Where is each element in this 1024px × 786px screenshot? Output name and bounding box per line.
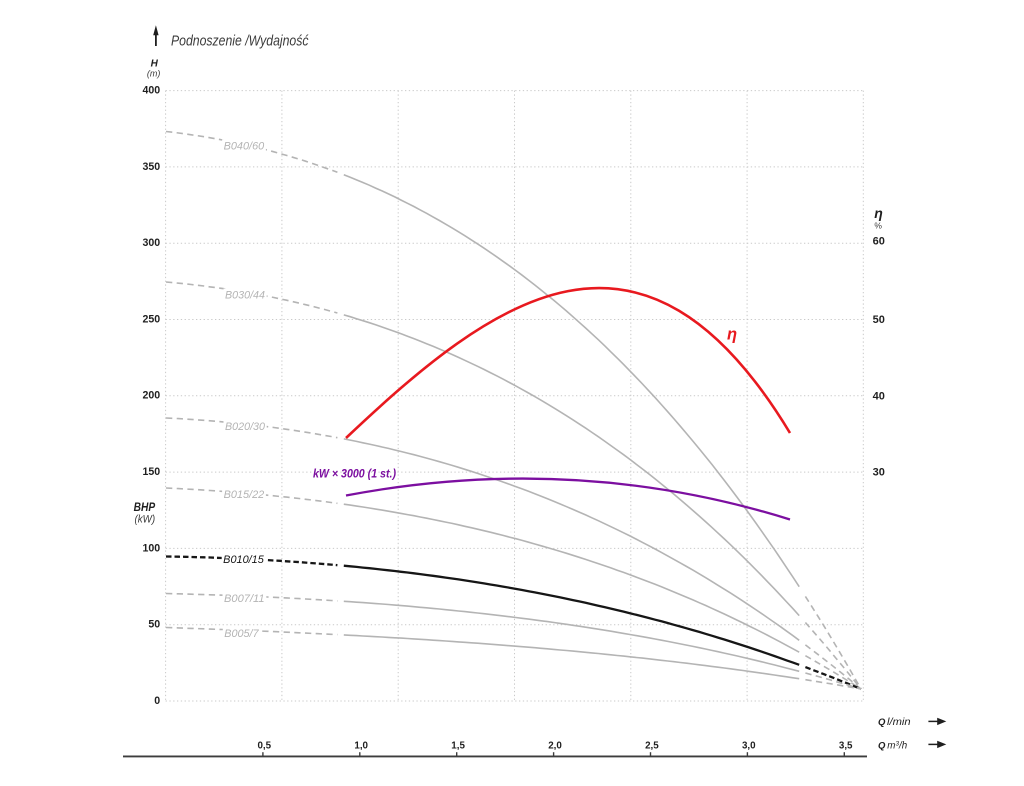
svg-text:η: η bbox=[874, 205, 883, 221]
svg-text:2,0: 2,0 bbox=[548, 741, 562, 752]
svg-text:1,0: 1,0 bbox=[354, 741, 368, 752]
svg-text:1,5: 1,5 bbox=[451, 741, 465, 752]
svg-text:B040/60: B040/60 bbox=[224, 141, 265, 153]
svg-text:B010/15: B010/15 bbox=[223, 554, 265, 566]
svg-text:3,5: 3,5 bbox=[839, 741, 853, 752]
svg-text:B030/44: B030/44 bbox=[225, 290, 265, 302]
svg-text:Podnoszenie /Wydajność: Podnoszenie /Wydajność bbox=[171, 32, 309, 49]
svg-text:200: 200 bbox=[143, 390, 161, 402]
svg-text:BHP: BHP bbox=[134, 500, 156, 514]
svg-text:(kW): (kW) bbox=[134, 514, 155, 526]
svg-text:B005/7: B005/7 bbox=[224, 628, 259, 640]
svg-text:m3/h: m3/h bbox=[887, 741, 907, 752]
svg-text:(m): (m) bbox=[147, 68, 161, 78]
svg-text:3,0: 3,0 bbox=[742, 741, 756, 752]
svg-text:150: 150 bbox=[143, 466, 161, 478]
svg-text:2,5: 2,5 bbox=[645, 741, 659, 752]
svg-text:H: H bbox=[151, 58, 159, 69]
svg-text:0,5: 0,5 bbox=[257, 741, 271, 752]
svg-text:η: η bbox=[727, 326, 737, 344]
svg-text:100: 100 bbox=[143, 542, 161, 554]
svg-text:300: 300 bbox=[143, 237, 161, 249]
svg-text:0: 0 bbox=[154, 695, 160, 707]
svg-text:B007/11: B007/11 bbox=[224, 593, 265, 605]
svg-text:40: 40 bbox=[873, 390, 885, 402]
svg-text:Q: Q bbox=[878, 741, 886, 752]
svg-text:Q: Q bbox=[878, 717, 886, 728]
svg-text:400: 400 bbox=[143, 85, 161, 97]
svg-text:250: 250 bbox=[143, 313, 161, 325]
svg-text:350: 350 bbox=[143, 161, 161, 173]
svg-text:B015/22: B015/22 bbox=[224, 489, 265, 501]
svg-text:l/min: l/min bbox=[887, 717, 911, 728]
svg-text:60: 60 bbox=[873, 236, 885, 248]
svg-text:50: 50 bbox=[873, 314, 885, 326]
svg-text:30: 30 bbox=[873, 467, 885, 479]
svg-text:50: 50 bbox=[148, 619, 160, 631]
svg-text:kW × 3000 (1 st.): kW × 3000 (1 st.) bbox=[313, 468, 396, 480]
svg-text:B020/30: B020/30 bbox=[225, 421, 265, 433]
svg-text:%: % bbox=[874, 220, 882, 230]
